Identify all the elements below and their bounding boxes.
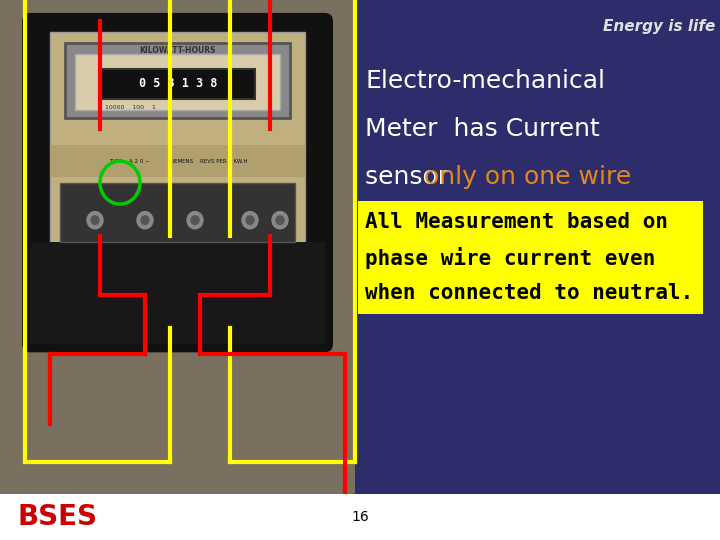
Circle shape [87, 212, 103, 229]
Bar [60, 183, 295, 242]
Text: Energy is life: Energy is life [603, 19, 715, 35]
Bar [65, 43, 290, 118]
Circle shape [242, 212, 258, 229]
Bar [0, 0, 355, 494]
Text: TYPE    A 2 0 ~           SIEMENS    REVS PER    KW.H: TYPE A 2 0 ~ SIEMENS REVS PER KW.H [109, 159, 247, 164]
Text: KILOWATT-HOURS: KILOWATT-HOURS [140, 46, 216, 55]
Circle shape [191, 216, 199, 225]
Text: 10000    100    1: 10000 100 1 [104, 105, 156, 110]
Text: sensor: sensor [365, 165, 456, 189]
Text: 16: 16 [351, 510, 369, 524]
Circle shape [91, 216, 99, 225]
Text: phase wire current even: phase wire current even [365, 247, 655, 269]
Text: BSES: BSES [18, 503, 98, 531]
Circle shape [276, 216, 284, 225]
Bar [358, 201, 703, 314]
FancyBboxPatch shape [22, 13, 333, 352]
Text: when connected to neutral.: when connected to neutral. [365, 284, 693, 303]
Text: 0 5 3 1 3 8: 0 5 3 1 3 8 [139, 77, 217, 90]
Bar [50, 32, 305, 247]
Text: Meter  has Current: Meter has Current [365, 117, 600, 141]
Circle shape [187, 212, 203, 229]
Bar [50, 145, 305, 177]
Text: only on one wire: only on one wire [424, 165, 631, 189]
Circle shape [137, 212, 153, 229]
Bar [100, 69, 255, 99]
Circle shape [246, 216, 254, 225]
Bar [75, 53, 280, 110]
Text: All Measurement based on: All Measurement based on [365, 212, 668, 232]
Bar [355, 0, 720, 494]
Bar [30, 242, 325, 344]
Text: Electro-mechanical: Electro-mechanical [365, 69, 605, 92]
Circle shape [141, 216, 149, 225]
Circle shape [272, 212, 288, 229]
